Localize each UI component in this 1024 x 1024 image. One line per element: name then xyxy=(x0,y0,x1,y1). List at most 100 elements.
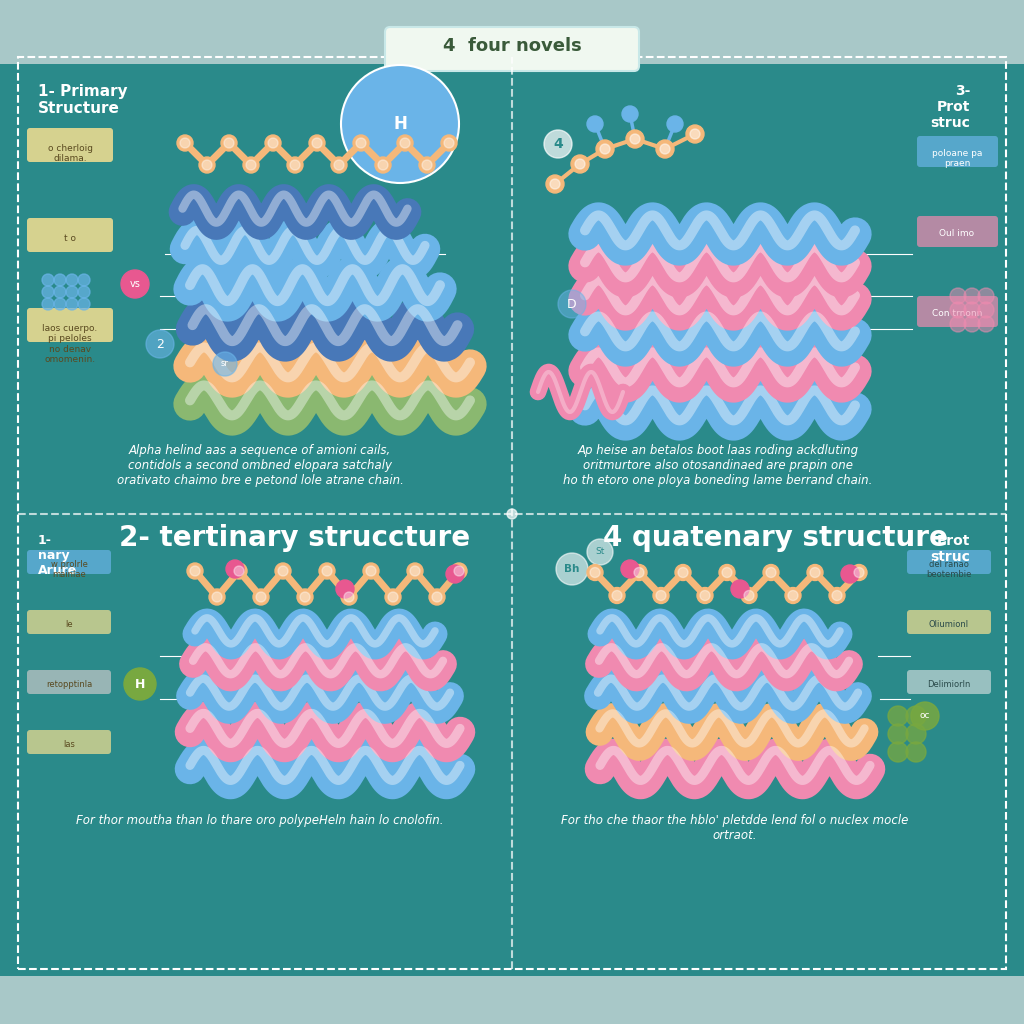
Circle shape xyxy=(336,580,354,598)
Circle shape xyxy=(851,564,867,581)
Text: 2- tertinary struccture: 2- tertinary struccture xyxy=(120,524,471,552)
Circle shape xyxy=(451,563,467,579)
Text: retopptinla: retopptinla xyxy=(46,680,92,689)
Circle shape xyxy=(331,157,347,173)
Circle shape xyxy=(190,566,200,575)
Circle shape xyxy=(319,563,335,579)
Circle shape xyxy=(854,567,864,578)
Circle shape xyxy=(807,564,823,581)
Circle shape xyxy=(609,588,625,603)
Circle shape xyxy=(634,567,644,578)
Circle shape xyxy=(829,588,845,603)
Text: poloane pa
praen: poloane pa praen xyxy=(932,150,982,168)
Circle shape xyxy=(558,290,586,318)
Circle shape xyxy=(146,330,174,358)
Circle shape xyxy=(626,130,644,148)
Circle shape xyxy=(366,566,376,575)
Circle shape xyxy=(78,274,90,286)
FancyBboxPatch shape xyxy=(27,128,113,162)
Circle shape xyxy=(422,160,432,170)
Circle shape xyxy=(268,138,278,148)
Circle shape xyxy=(906,742,926,762)
Circle shape xyxy=(231,563,247,579)
Circle shape xyxy=(322,566,332,575)
Circle shape xyxy=(544,130,572,158)
Circle shape xyxy=(224,138,234,148)
Text: 3-
Prot
struc: 3- Prot struc xyxy=(930,84,970,130)
Circle shape xyxy=(400,138,410,148)
Circle shape xyxy=(454,566,464,575)
Circle shape xyxy=(888,724,908,744)
Circle shape xyxy=(667,116,683,132)
Text: Ap heise an betalos boot laas roding ackdluting
oritmurtore also otosandinaed ar: Ap heise an betalos boot laas roding ack… xyxy=(563,444,872,487)
FancyBboxPatch shape xyxy=(907,610,991,634)
Circle shape xyxy=(234,566,244,575)
Circle shape xyxy=(66,298,78,310)
Circle shape xyxy=(950,316,966,332)
Circle shape xyxy=(621,560,639,578)
Circle shape xyxy=(810,567,820,578)
Circle shape xyxy=(385,589,401,605)
Text: For thor moutha than lo thare oro polypeHeln hain lo cnolofin.: For thor moutha than lo thare oro polype… xyxy=(76,814,443,827)
FancyBboxPatch shape xyxy=(385,27,639,71)
Circle shape xyxy=(66,286,78,298)
Circle shape xyxy=(678,567,688,578)
Circle shape xyxy=(741,588,757,603)
Circle shape xyxy=(722,567,732,578)
Circle shape xyxy=(744,591,754,600)
Circle shape xyxy=(888,742,908,762)
Circle shape xyxy=(265,135,281,151)
Circle shape xyxy=(788,591,798,600)
Text: St: St xyxy=(595,548,605,556)
Text: H: H xyxy=(135,678,145,690)
Circle shape xyxy=(309,135,325,151)
Text: laos cuerpo.
pi peloles
no denav
omomenin.: laos cuerpo. pi peloles no denav omomeni… xyxy=(42,324,97,365)
Circle shape xyxy=(441,135,457,151)
Circle shape xyxy=(300,592,310,602)
Circle shape xyxy=(911,702,939,730)
Circle shape xyxy=(906,724,926,744)
Circle shape xyxy=(42,286,54,298)
Circle shape xyxy=(209,589,225,605)
FancyBboxPatch shape xyxy=(27,550,111,574)
Circle shape xyxy=(831,591,842,600)
Circle shape xyxy=(978,316,994,332)
Circle shape xyxy=(950,288,966,304)
Circle shape xyxy=(950,302,966,318)
Circle shape xyxy=(378,160,388,170)
Text: Delimiorln: Delimiorln xyxy=(928,680,971,689)
Text: las: las xyxy=(63,740,75,749)
Circle shape xyxy=(587,116,603,132)
Text: t o: t o xyxy=(63,234,76,243)
Circle shape xyxy=(575,159,585,169)
Text: 1-
nary
Arure: 1- nary Arure xyxy=(38,534,77,577)
Text: w prolrle
mainlae: w prolrle mainlae xyxy=(50,560,87,580)
Circle shape xyxy=(226,560,244,578)
Circle shape xyxy=(202,160,212,170)
Circle shape xyxy=(221,135,237,151)
Circle shape xyxy=(243,157,259,173)
Circle shape xyxy=(766,567,776,578)
Circle shape xyxy=(888,706,908,726)
Circle shape xyxy=(397,135,413,151)
Text: Con trnonn: Con trnonn xyxy=(932,309,982,318)
Circle shape xyxy=(446,565,464,583)
Circle shape xyxy=(177,135,193,151)
Text: del ranao
beotembie: del ranao beotembie xyxy=(927,560,972,580)
Circle shape xyxy=(42,274,54,286)
FancyBboxPatch shape xyxy=(27,730,111,754)
FancyBboxPatch shape xyxy=(907,670,991,694)
Circle shape xyxy=(612,591,622,600)
Text: Prot
struc: Prot struc xyxy=(930,534,970,564)
Circle shape xyxy=(656,591,666,600)
FancyBboxPatch shape xyxy=(918,296,998,327)
Circle shape xyxy=(631,564,647,581)
Circle shape xyxy=(344,592,354,602)
Circle shape xyxy=(180,138,190,148)
Circle shape xyxy=(407,563,423,579)
Circle shape xyxy=(622,106,638,122)
Circle shape xyxy=(978,288,994,304)
Circle shape xyxy=(287,157,303,173)
Text: Bh: Bh xyxy=(564,564,580,574)
FancyBboxPatch shape xyxy=(27,670,111,694)
